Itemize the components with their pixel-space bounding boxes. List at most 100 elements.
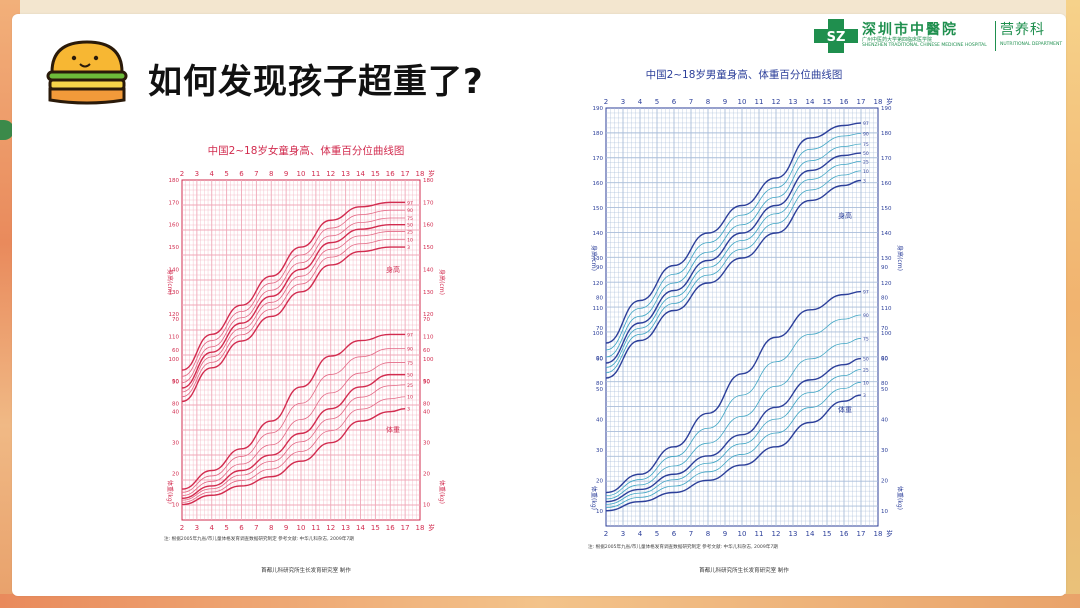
height-tick-left: 190 bbox=[593, 106, 604, 112]
weight-percentile-label-p97: 97 bbox=[407, 332, 413, 338]
height-tick-right: 100 bbox=[423, 357, 434, 363]
height-percentile-curve-p90 bbox=[605, 133, 862, 351]
height-tick-left: 140 bbox=[169, 267, 180, 273]
height-tick-left: 130 bbox=[169, 290, 180, 296]
height-percentile-curve-p25 bbox=[605, 160, 862, 368]
x-tick-label-bottom: 3 bbox=[621, 530, 625, 538]
x-tick-label-bottom: 3 bbox=[195, 524, 199, 532]
x-tick-label-top: 5 bbox=[655, 98, 659, 106]
x-tick-label-top: 14 bbox=[806, 98, 815, 106]
x-tick-label-bottom: 5 bbox=[655, 530, 659, 538]
logo-department-cn: 营养科 bbox=[1000, 22, 1045, 38]
weight-tick-left: 50 bbox=[596, 387, 603, 393]
slide-title: 如何发现孩子超重了? bbox=[148, 62, 484, 102]
weight-percentile-label-p3: 3 bbox=[407, 407, 410, 413]
height-tick-right: 80 bbox=[881, 381, 888, 387]
weight-tick-left: 40 bbox=[596, 417, 603, 423]
x-tick-label-bottom: 4 bbox=[638, 530, 643, 538]
weight-tick-right: 20 bbox=[881, 478, 888, 484]
x-tick-label-bottom: 13 bbox=[341, 524, 350, 532]
chart-title: 中国2~18岁女童身高、体重百分位曲线图 bbox=[208, 144, 405, 157]
x-tick-label-top: 12 bbox=[326, 170, 335, 178]
weight-percentile-curve-p25 bbox=[605, 369, 862, 505]
x-tick-label-top: 4 bbox=[638, 98, 643, 106]
height-tick-left: 80 bbox=[596, 381, 603, 387]
x-tick-label-bottom: 16 bbox=[386, 524, 395, 532]
weight-tick-left: 70 bbox=[596, 326, 603, 332]
chart-title: 中国2~18岁男童身高、体重百分位曲线图 bbox=[646, 68, 843, 81]
weight-percentile-label-p97: 97 bbox=[863, 290, 869, 296]
weight-percentile-curve-p90 bbox=[181, 348, 406, 493]
weight-percentile-label-p50: 50 bbox=[407, 373, 413, 379]
weight-tick-right: 40 bbox=[881, 417, 888, 423]
chart-footer: 首都儿科研究所生长发育研究室 制作 bbox=[261, 566, 351, 574]
weight-percentile-curve-p10 bbox=[605, 381, 862, 508]
x-tick-label-top: 16 bbox=[386, 170, 395, 178]
weight-percentile-curve-p97 bbox=[605, 290, 862, 494]
height-tick-left: 170 bbox=[169, 200, 180, 206]
height-tick-left: 100 bbox=[169, 357, 180, 363]
x-tick-label-bottom: 7 bbox=[254, 524, 258, 532]
height-percentile-label-p10: 10 bbox=[863, 169, 869, 175]
weight-tick-right: 50 bbox=[881, 387, 888, 393]
weight-tick-left: 60 bbox=[172, 348, 179, 354]
height-axis-label-left: 身高(cm) bbox=[166, 269, 174, 295]
height-tick-right: 150 bbox=[881, 206, 892, 212]
x-tick-label-top: 3 bbox=[621, 98, 625, 106]
height-percentile-curve-p50 bbox=[181, 224, 406, 389]
x-tick-label-bottom: 2 bbox=[604, 530, 608, 538]
weight-percentile-curve-p97 bbox=[181, 333, 406, 490]
weight-tick-left: 20 bbox=[172, 472, 179, 478]
x-tick-label-top: 3 bbox=[195, 170, 199, 178]
weight-axis-label-left: 体重(kg) bbox=[590, 486, 598, 510]
x-tick-label-bottom: 13 bbox=[789, 530, 798, 538]
height-curve-tag: 身高 bbox=[386, 265, 400, 274]
height-percentile-curve-p50 bbox=[605, 152, 862, 364]
weight-percentile-label-p90: 90 bbox=[407, 346, 413, 352]
weight-percentile-curve-p3 bbox=[181, 407, 406, 506]
x-tick-label-bottom: 15 bbox=[823, 530, 832, 538]
x-tick-label-bottom: 12 bbox=[772, 530, 781, 538]
weight-tick-right: 50 bbox=[423, 379, 430, 385]
logo-separator bbox=[995, 21, 996, 51]
x-tick-label-bottom: 17 bbox=[857, 530, 866, 538]
x-axis-unit-bottom: 岁 bbox=[886, 529, 893, 538]
weight-percentile-label-p50: 50 bbox=[863, 357, 869, 363]
height-tick-left: 110 bbox=[593, 306, 604, 312]
weight-percentile-curve-p50 bbox=[605, 357, 862, 503]
x-tick-label-bottom: 7 bbox=[689, 530, 693, 538]
weight-tick-left: 30 bbox=[596, 448, 603, 454]
weight-percentile-label-p10: 10 bbox=[407, 395, 413, 401]
height-percentile-label-p3: 3 bbox=[407, 245, 410, 251]
x-tick-label-bottom: 11 bbox=[311, 524, 320, 532]
weight-axis-label-left: 体重(kg) bbox=[166, 480, 174, 504]
x-tick-label-top: 11 bbox=[755, 98, 764, 106]
x-tick-label-top: 5 bbox=[224, 170, 228, 178]
weight-tick-right: 40 bbox=[423, 410, 430, 416]
weight-tick-left: 30 bbox=[172, 441, 179, 447]
hospital-emblem-icon: SZ bbox=[814, 19, 858, 53]
x-tick-label-top: 13 bbox=[341, 170, 350, 178]
x-tick-label-bottom: 15 bbox=[371, 524, 380, 532]
x-tick-label-bottom: 12 bbox=[326, 524, 335, 532]
height-percentile-label-p90: 90 bbox=[863, 132, 869, 138]
height-tick-right: 80 bbox=[423, 402, 430, 408]
weight-tick-left: 40 bbox=[172, 410, 179, 416]
height-percentile-label-p50: 50 bbox=[407, 223, 413, 229]
logo-badge-text: SZ bbox=[827, 30, 846, 45]
height-tick-left: 150 bbox=[593, 206, 604, 212]
x-tick-label-top: 6 bbox=[239, 170, 244, 178]
x-tick-label-bottom: 6 bbox=[239, 524, 244, 532]
burger-mascot-icon bbox=[46, 40, 128, 105]
boy-growth-chart-panel: 中国2~18岁男童身高、体重百分位曲线图 2 2 3 3 4 4 5 5 6 6 7 7 8 8 9 9 10 10… bbox=[560, 58, 906, 578]
x-tick-label-top: 15 bbox=[371, 170, 380, 178]
hospital-logo: SZ 深圳市中醫院 广州中医药大学第四临床医学院 SHENZHEN TRADIT… bbox=[812, 18, 1062, 56]
height-percentile-curve-p75 bbox=[181, 217, 406, 384]
leaf-decoration bbox=[0, 120, 14, 140]
weight-tick-left: 60 bbox=[596, 357, 603, 363]
height-percentile-label-p75: 75 bbox=[407, 216, 413, 222]
height-tick-right: 110 bbox=[881, 306, 892, 312]
weight-tick-right: 20 bbox=[423, 472, 430, 478]
height-tick-right: 120 bbox=[881, 281, 892, 287]
x-tick-label-top: 12 bbox=[772, 98, 781, 106]
